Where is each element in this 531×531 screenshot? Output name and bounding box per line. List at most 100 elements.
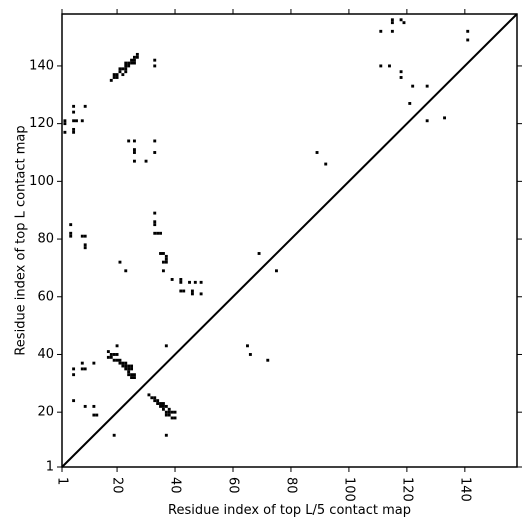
contact-point: [92, 361, 96, 365]
contact-point: [399, 18, 403, 22]
contact-point: [179, 289, 183, 293]
x-tick-label: 20: [110, 477, 125, 494]
contact-point: [164, 413, 168, 417]
contact-point: [156, 231, 160, 235]
x-tick-label: 140: [457, 477, 472, 502]
contact-point: [390, 29, 394, 33]
contact-point: [153, 211, 157, 215]
diagonal-line: [61, 13, 518, 468]
contact-point: [150, 396, 154, 400]
contact-point: [72, 119, 76, 123]
contact-point: [135, 52, 139, 56]
contact-point: [72, 367, 76, 371]
contact-point: [83, 246, 87, 250]
contact-point: [80, 367, 84, 371]
contact-point: [130, 61, 134, 65]
contact-point: [133, 148, 136, 152]
contact-point: [112, 73, 116, 77]
contact-point: [399, 76, 403, 79]
contact-point: [83, 234, 87, 238]
contact-point: [466, 38, 470, 42]
contact-point: [127, 373, 131, 377]
contact-point: [153, 58, 157, 62]
contact-point: [408, 102, 412, 105]
contact-point: [153, 139, 157, 143]
y-tick-label: 20: [37, 405, 54, 420]
contact-point: [112, 433, 116, 437]
contact-point: [257, 252, 261, 255]
contact-point: [115, 73, 119, 77]
contact-point: [164, 254, 168, 258]
contact-point: [72, 130, 76, 134]
contact-point: [193, 280, 197, 284]
contact-point: [156, 402, 160, 405]
contact-point: [246, 344, 249, 348]
contact-point: [72, 127, 76, 131]
contact-point: [83, 404, 87, 408]
y-tick-label: 80: [37, 232, 54, 247]
contact-point: [248, 353, 252, 356]
contact-point: [179, 280, 183, 284]
y-tick-label: 120: [29, 116, 54, 131]
contact-point: [95, 413, 99, 417]
contact-point: [63, 119, 67, 123]
contact-point: [133, 151, 136, 154]
contact-point: [315, 151, 319, 154]
contact-point: [92, 413, 96, 417]
contact-point: [133, 373, 136, 377]
x-tick-label: 40: [168, 477, 183, 494]
contact-point: [83, 367, 87, 371]
x-tick-label: 120: [399, 477, 414, 502]
contact-point: [179, 278, 183, 281]
contact-point: [133, 61, 136, 65]
contact-point: [167, 407, 171, 411]
contact-point: [170, 416, 174, 420]
contact-point: [190, 292, 194, 296]
contact-point: [63, 122, 67, 126]
contact-point: [80, 119, 84, 123]
contact-point: [147, 393, 151, 397]
y-tick-label: 140: [29, 58, 54, 73]
contact-point: [170, 278, 174, 281]
contact-point: [164, 260, 168, 264]
contact-point: [121, 364, 125, 368]
contact-point: [324, 162, 328, 166]
contact-point: [161, 402, 165, 405]
contact-point: [83, 104, 87, 108]
y-tick-label: 1: [46, 460, 54, 475]
contact-point: [190, 289, 194, 293]
contact-point: [153, 223, 157, 227]
contact-point: [127, 139, 131, 143]
contact-point: [161, 404, 165, 408]
contact-point: [127, 64, 131, 68]
contact-point: [115, 344, 119, 348]
contact-point: [80, 234, 84, 238]
contact-point: [112, 353, 116, 356]
contact-point: [72, 110, 76, 114]
contact-point: [127, 370, 131, 374]
contact-point: [164, 344, 168, 348]
contact-point: [130, 58, 134, 62]
contact-point: [115, 76, 119, 79]
contact-point: [153, 64, 157, 68]
contact-point: [118, 70, 122, 74]
contact-point: [92, 404, 96, 408]
contact-point: [173, 416, 177, 420]
contact-point: [173, 410, 177, 414]
x-tick-label: 100: [341, 477, 356, 502]
contact-point: [266, 358, 270, 362]
contact-point: [164, 404, 168, 408]
contact-point: [167, 413, 171, 417]
contact-point: [164, 257, 168, 261]
contact-point: [115, 358, 119, 362]
contact-point: [161, 407, 165, 411]
contact-point: [161, 252, 165, 255]
contact-point: [130, 376, 134, 379]
contact-point: [75, 119, 78, 123]
contact-point: [109, 353, 113, 356]
contact-point: [153, 220, 157, 224]
contact-point: [199, 292, 203, 296]
contact-point: [133, 55, 136, 59]
